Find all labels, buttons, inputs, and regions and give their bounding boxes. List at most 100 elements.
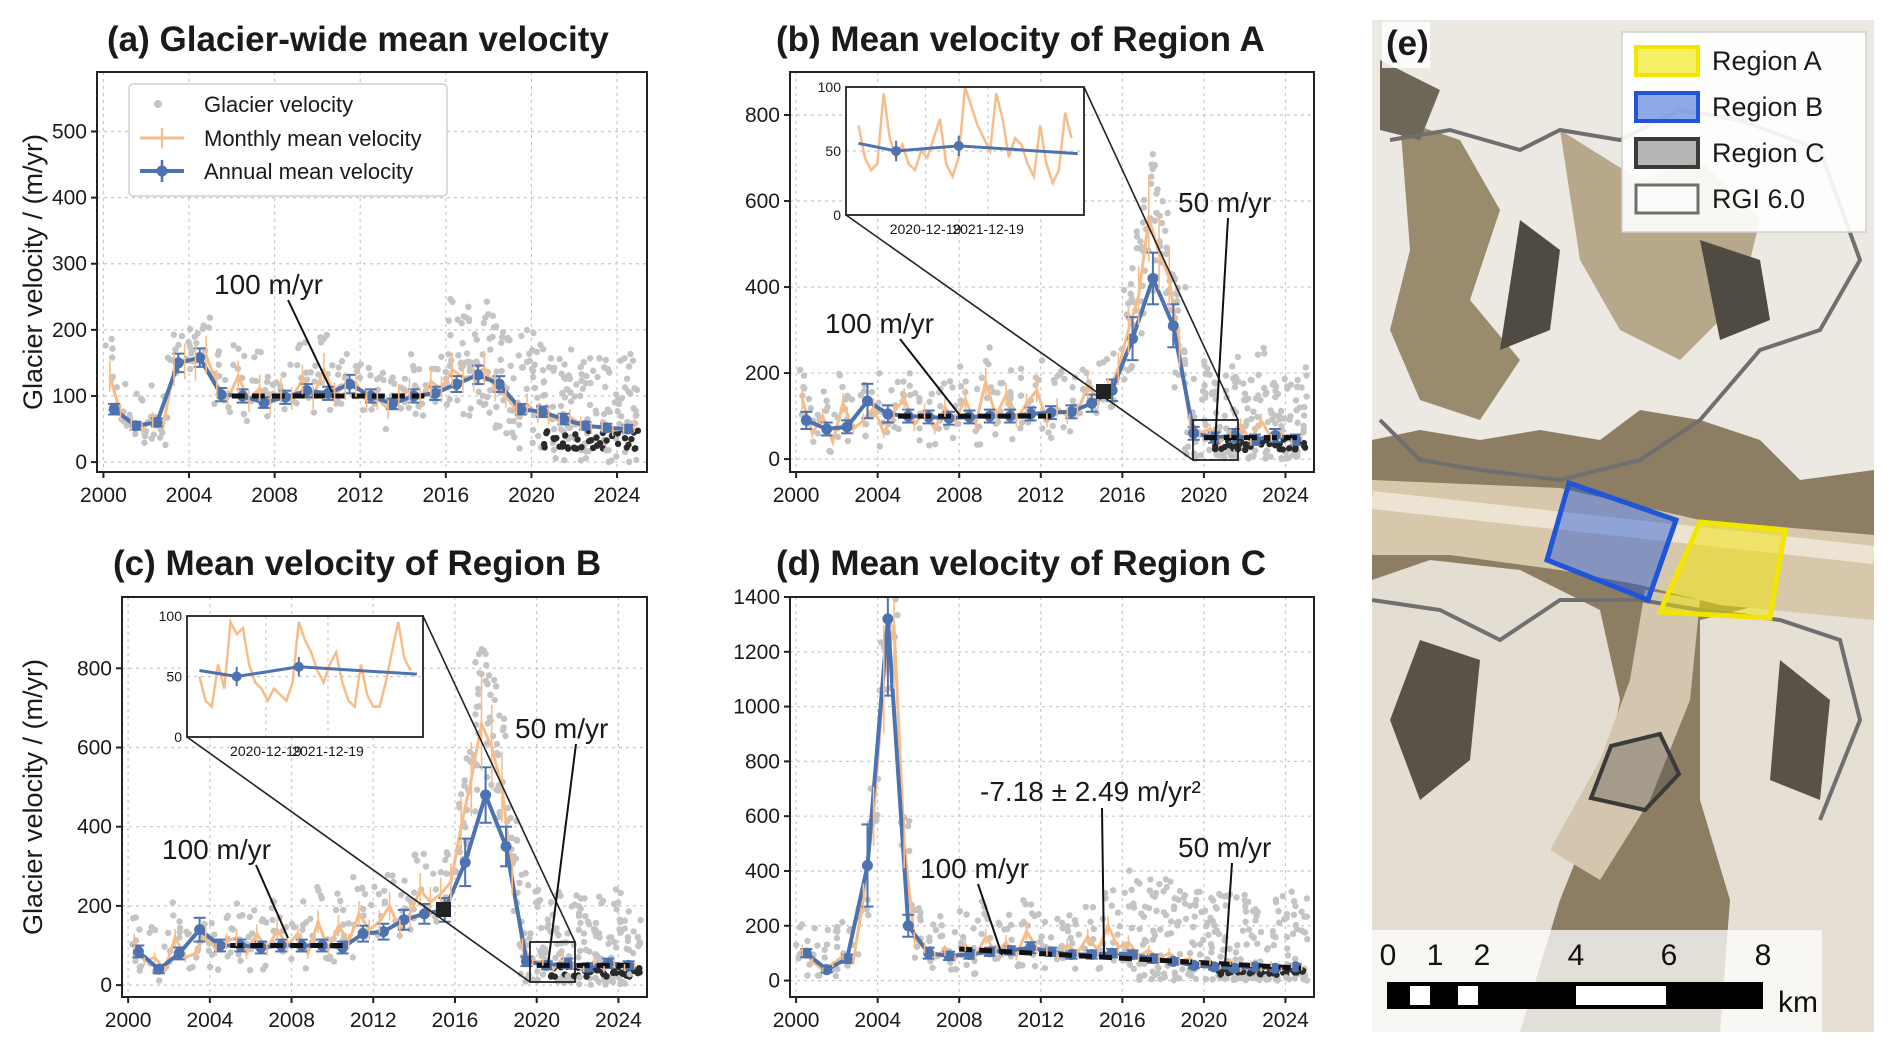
glacier-velocity-point (587, 981, 595, 989)
glacier-velocity-point (335, 364, 342, 371)
glacier-velocity-point (1287, 381, 1295, 388)
glacier-velocity-point (1159, 198, 1166, 205)
glacier-velocity-point (992, 431, 999, 438)
glacier-velocity-dense-point (620, 970, 627, 978)
map-region-b (1543, 479, 1680, 604)
annual-mean-point (480, 789, 492, 801)
glacier-velocity-point (614, 899, 622, 906)
annual-mean-point (1290, 961, 1302, 973)
panel-c: (c) Mean velocity of Region B 2000 2004 20… (18, 544, 648, 1032)
glacier-velocity-point (317, 334, 324, 341)
glacier-velocity-point (1148, 173, 1155, 180)
legend-annual-marker (156, 165, 168, 177)
glacier-velocity-dense-point (572, 445, 580, 452)
glacier-velocity-dense-point (1276, 445, 1283, 453)
panel-d-annotation-trend: -7.18 ± 2.49 m/yr² (980, 776, 1201, 807)
glacier-velocity-point (1247, 376, 1254, 383)
glacier-velocity-point (493, 740, 501, 748)
legend: Glacier velocity Monthly mean velocity A… (128, 83, 448, 197)
glacier-velocity-point (577, 392, 584, 400)
glacier-velocity-point (457, 791, 465, 798)
y-tick-label: 600 (77, 736, 112, 759)
glacier-velocity-point (401, 877, 408, 884)
glacier-velocity-point (906, 847, 913, 855)
glacier-velocity-point (1031, 962, 1039, 970)
inset-x-tick-label: 2020-12-19 (230, 743, 302, 759)
glacier-velocity-point (834, 433, 842, 441)
glacier-velocity-point (211, 400, 218, 408)
glacier-velocity-point (345, 920, 352, 927)
glacier-velocity-point (844, 437, 852, 445)
glacier-velocity-point (1017, 392, 1025, 399)
glacier-velocity-point (1260, 344, 1267, 352)
glacier-velocity-point (498, 333, 506, 341)
glacier-velocity-point (483, 298, 491, 305)
glacier-velocity-point (836, 372, 844, 379)
glacier-velocity-point (1208, 944, 1216, 951)
glacier-velocity-point (571, 393, 578, 400)
glacier-velocity-point (606, 369, 613, 376)
glacier-velocity-point (499, 329, 507, 336)
glacier-velocity-point (1274, 390, 1282, 398)
glacier-velocity-point (1041, 918, 1049, 926)
glacier-velocity-point (592, 919, 600, 927)
glacier-velocity-point (547, 899, 555, 906)
glacier-velocity-point (591, 951, 599, 958)
glacier-velocity-point (1222, 425, 1230, 432)
glacier-velocity-point (1232, 956, 1239, 963)
glacier-velocity-point (164, 929, 172, 937)
annual-mean-point (130, 420, 142, 432)
glacier-velocity-point (1054, 372, 1061, 380)
glacier-velocity-point (1288, 888, 1295, 895)
glacier-velocity-point (290, 923, 298, 931)
glacier-velocity-point (1146, 887, 1154, 894)
annual-mean-point (173, 947, 185, 959)
glacier-velocity-point (1064, 923, 1071, 930)
glacier-velocity-point (806, 961, 813, 968)
glacier-velocity-point (525, 882, 532, 889)
y-tick-label: 100 (52, 385, 87, 408)
glacier-velocity-point (156, 977, 163, 984)
map-shadow-2 (1700, 240, 1770, 340)
inset-y-tick-label: 0 (174, 729, 182, 745)
glacier-velocity-point (550, 425, 558, 433)
glacier-velocity-point (613, 453, 620, 460)
glacier-velocity-point (314, 883, 321, 891)
glacier-velocity-point (577, 457, 585, 464)
glacier-velocity-point (1082, 903, 1089, 911)
glacier-velocity-point (793, 941, 800, 949)
glacier-velocity-point (1163, 244, 1170, 251)
glacier-velocity-point (575, 954, 582, 961)
glacier-velocity-point (471, 331, 479, 338)
glacier-velocity-point (1220, 946, 1227, 954)
glacier-velocity-point (1239, 927, 1247, 934)
glacier-velocity-point (1245, 926, 1253, 933)
glacier-velocity-point (444, 851, 451, 858)
panel-b-annotation-100: 100 m/yr (825, 308, 934, 339)
glacier-velocity-point (900, 378, 907, 385)
glacier-velocity-point (1128, 924, 1136, 932)
glacier-velocity-point (1083, 369, 1090, 377)
glacier-velocity-point (1254, 413, 1261, 421)
glacier-velocity-point (381, 898, 389, 905)
glacier-velocity-point (522, 869, 529, 877)
glacier-velocity-point (529, 426, 537, 434)
x-tick-label: 2004 (854, 484, 901, 507)
glacier-velocity-point (1200, 936, 1207, 944)
glacier-velocity-point (1272, 933, 1279, 941)
glacier-velocity-point (1109, 887, 1117, 894)
y-tick-label: 200 (745, 362, 780, 385)
glacier-velocity-point (1041, 964, 1049, 972)
panel-a-annual-series (108, 347, 634, 435)
glacier-velocity-point (188, 347, 195, 354)
y-tick-label: 0 (100, 974, 112, 997)
glacier-velocity-point (615, 400, 623, 408)
panel-a-ticks: 2000 2004 2008 2012 2016 2020 2024 0 100 200 300 40… (52, 121, 641, 507)
glacier-velocity-point (223, 914, 230, 922)
glacier-velocity-point (371, 883, 378, 891)
panel-d-frame (789, 596, 1315, 998)
annual-mean-point (1147, 272, 1159, 284)
glacier-velocity-point (1225, 448, 1232, 455)
glacier-velocity-point (1202, 922, 1210, 930)
